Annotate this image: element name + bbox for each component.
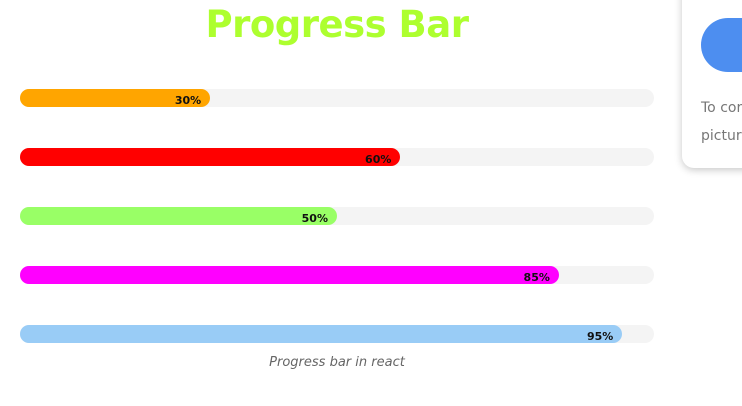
progress-bar-fill: 50% bbox=[20, 207, 337, 225]
progress-bar-track: 95% bbox=[20, 325, 654, 343]
side-card: To cor picture bbox=[682, 0, 742, 168]
page-title: Progress Bar bbox=[205, 3, 469, 46]
progress-bar-label: 60% bbox=[365, 153, 392, 166]
progress-bar-fill: 30% bbox=[20, 89, 211, 107]
progress-bar-track: 60% bbox=[20, 148, 654, 166]
progress-bar-track: 30% bbox=[20, 89, 654, 107]
progress-bar-list: 30% 60% 50% 85% 95% bbox=[20, 89, 654, 384]
side-card-button[interactable] bbox=[701, 18, 742, 72]
progress-bar-fill: 95% bbox=[20, 325, 623, 343]
side-card-text: To cor picture bbox=[701, 94, 742, 150]
progress-bar-track: 85% bbox=[20, 266, 654, 284]
progress-bar-label: 50% bbox=[301, 212, 328, 225]
side-card-text-line: picture bbox=[701, 128, 742, 144]
progress-bar-label: 30% bbox=[174, 94, 202, 107]
progress-bar-label: 85% bbox=[523, 271, 550, 284]
progress-bar-track: 50% bbox=[20, 207, 654, 225]
progress-bar-fill: 85% bbox=[20, 266, 559, 284]
progress-bar-label: 95% bbox=[586, 330, 614, 343]
progress-bar-fill: 60% bbox=[20, 148, 401, 166]
side-card-text-line: To cor bbox=[701, 100, 742, 116]
caption: Progress bar in react bbox=[269, 355, 405, 370]
